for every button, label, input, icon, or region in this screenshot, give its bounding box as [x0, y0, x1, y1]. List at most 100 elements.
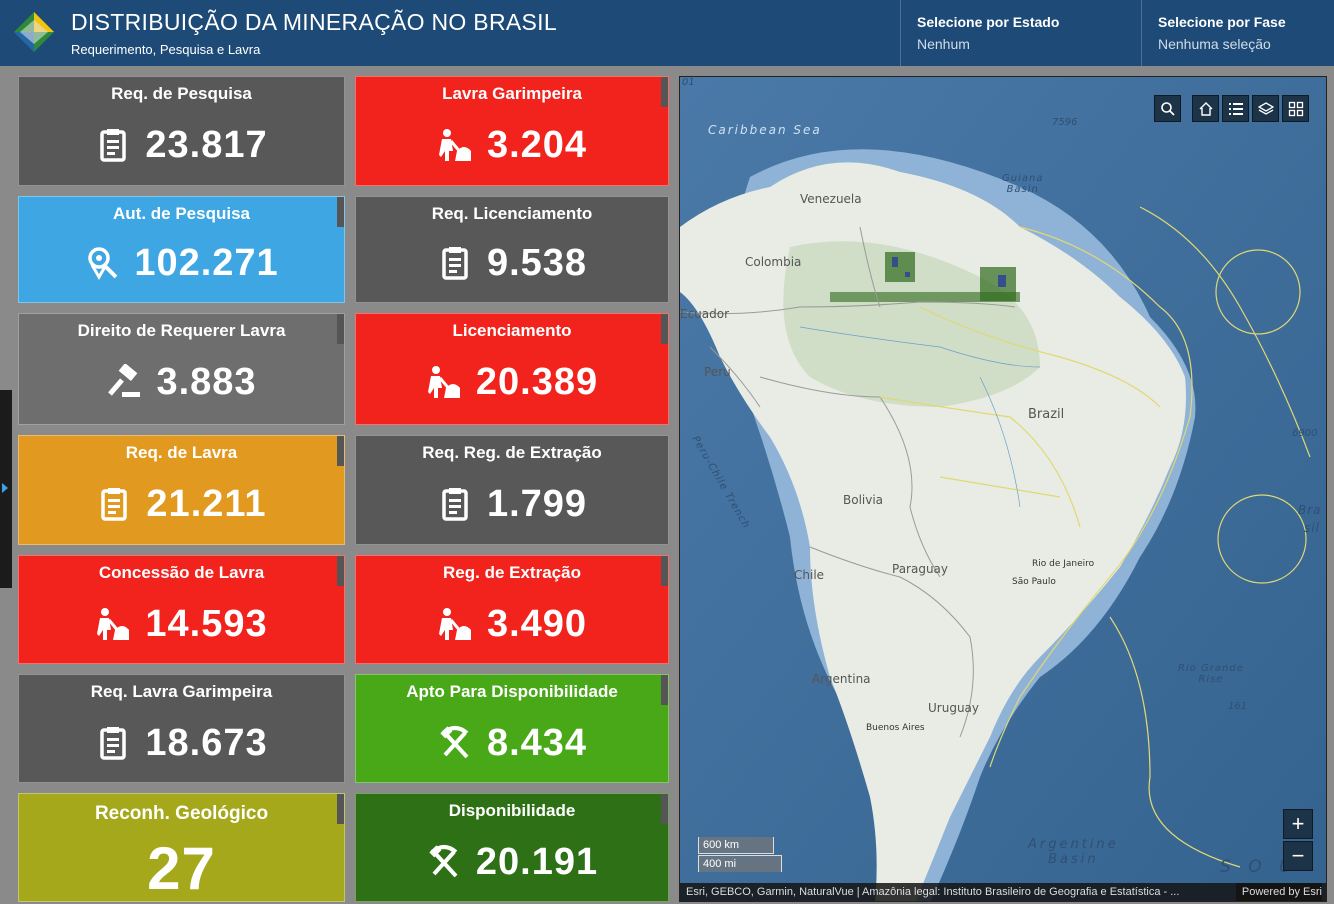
card-licenciamento[interactable]: Licenciamento 20.389: [355, 313, 669, 425]
map-basemap: [680, 77, 1326, 901]
expand-arrow-icon: [2, 483, 8, 493]
zoom-out-button[interactable]: −: [1283, 841, 1313, 871]
map-attribution: Esri, GEBCO, Garmin, NaturalVue | Amazôn…: [680, 883, 1326, 901]
estado-selector-label: Selecione por Estado: [917, 14, 1060, 30]
map-search-button[interactable]: [1154, 95, 1181, 122]
scrollbar[interactable]: [661, 675, 668, 705]
document-icon: [437, 245, 473, 281]
card-req-lavra[interactable]: Req. de Lavra 21.211: [18, 435, 345, 545]
card-disponibilidade[interactable]: Disponibilidade 20.191: [355, 793, 669, 902]
document-icon: [437, 486, 473, 522]
map-home-button[interactable]: [1192, 95, 1219, 122]
card-value: 18.673: [145, 721, 268, 764]
app-header: DISTRIBUIÇÃO DA MINERAÇÃO NO BRASIL Requ…: [0, 0, 1334, 66]
card-title: Reconh. Geológico: [94, 803, 269, 824]
scrollbar[interactable]: [661, 314, 668, 344]
card-title: Direito de Requerer Lavra: [77, 321, 286, 340]
card-value: 20.389: [475, 360, 599, 403]
miner-icon: [437, 127, 473, 163]
card-title: Req. de Lavra: [125, 443, 238, 462]
card-title: Disponibilidade: [448, 801, 576, 820]
card-apto-disponibilidade[interactable]: Apto Para Disponibilidade 8.434: [355, 674, 669, 783]
scrollbar[interactable]: [337, 556, 344, 586]
scrollbar[interactable]: [337, 794, 344, 824]
zoom-in-button[interactable]: +: [1283, 809, 1313, 839]
card-value: 21.211: [146, 482, 267, 525]
map-label-bra: Bra: [1298, 503, 1322, 517]
map-label-depth-161: 161: [1228, 701, 1248, 712]
fase-selector-label: Selecione por Fase: [1158, 14, 1286, 30]
map-label-rio: Rio de Janeiro: [1032, 559, 1095, 569]
gavel-icon: [106, 364, 142, 400]
card-title: Req. Reg. de Extração: [422, 443, 602, 462]
map-label-guiana: Guiana Basin: [1002, 173, 1044, 195]
side-panel-toggle[interactable]: [0, 390, 12, 588]
map-label-argentina: Argentina: [812, 672, 871, 686]
map-label-buenosaires: Buenos Aires: [866, 723, 925, 733]
map-label-depth-01: 01: [682, 77, 695, 88]
card-value: 27: [147, 834, 216, 902]
scrollbar[interactable]: [661, 794, 668, 824]
map-label-venezuela: Venezuela: [800, 192, 862, 206]
map-legend-button[interactable]: [1222, 95, 1249, 122]
document-icon: [95, 725, 131, 761]
card-value: 3.490: [486, 602, 588, 645]
map-label-caribbean: Caribbean Sea: [708, 123, 822, 137]
card-req-licenciamento[interactable]: Req. Licenciamento 9.538: [355, 196, 669, 303]
card-title: Reg. de Extração: [443, 563, 581, 582]
map-label-colombia: Colombia: [745, 255, 802, 269]
estado-selector-value: Nenhum: [917, 36, 970, 52]
map-view[interactable]: Caribbean Sea Guiana Basin Venezuela Col…: [679, 76, 1327, 902]
map-label-south: S O U: [1220, 857, 1298, 877]
map-label-ecuador: Ecuador: [680, 307, 730, 321]
location-search-icon: [84, 245, 120, 281]
card-title: Apto Para Disponibilidade: [406, 682, 618, 701]
scrollbar[interactable]: [661, 77, 668, 107]
map-basemap-gallery-button[interactable]: [1282, 95, 1309, 122]
logo-icon: [10, 8, 58, 58]
card-aut-pesquisa[interactable]: Aut. de Pesquisa 102.271: [18, 196, 345, 303]
card-req-pesquisa[interactable]: Req. de Pesquisa 23.817: [18, 76, 345, 186]
card-req-lavra-garimpeira[interactable]: Req. Lavra Garimpeira 18.673: [18, 674, 345, 783]
card-concessao-lavra[interactable]: Concessão de Lavra 14.593: [18, 555, 345, 664]
pickaxe-hammer-icon: [437, 725, 473, 761]
map-label-depth-7596: 7596: [1052, 117, 1078, 128]
card-direito-requerer-lavra[interactable]: Direito de Requerer Lavra 3.883: [18, 313, 345, 425]
scale-bar-km: 600 km: [698, 837, 774, 854]
card-title: Req. Lavra Garimpeira: [90, 682, 273, 701]
layers-icon: [1257, 101, 1274, 115]
card-value: 8.434: [486, 721, 588, 764]
estado-selector[interactable]: Selecione por Estado Nenhum: [900, 0, 1141, 66]
card-req-reg-extracao[interactable]: Req. Reg. de Extração 1.799: [355, 435, 669, 545]
card-value: 23.817: [145, 123, 268, 166]
scrollbar[interactable]: [337, 197, 344, 227]
map-label-bolivia: Bolivia: [843, 493, 884, 507]
attribution-text: Esri, GEBCO, Garmin, NaturalVue | Amazôn…: [686, 886, 1180, 898]
map-label-riogrande: Rio Grande Rise: [1178, 663, 1244, 685]
miner-icon: [426, 364, 462, 400]
card-value: 20.191: [475, 840, 599, 883]
scrollbar[interactable]: [337, 314, 344, 344]
card-title: Concessão de Lavra: [98, 563, 265, 582]
card-value: 102.271: [134, 241, 279, 284]
powered-by-esri[interactable]: Powered by Esri: [1235, 883, 1322, 901]
home-icon: [1199, 101, 1212, 116]
card-lavra-garimpeira[interactable]: Lavra Garimpeira 3.204: [355, 76, 669, 186]
card-value: 14.593: [145, 602, 268, 645]
scrollbar[interactable]: [661, 556, 668, 586]
scrollbar[interactable]: [337, 436, 344, 466]
search-icon: [1160, 101, 1175, 116]
card-value: 3.204: [486, 123, 588, 166]
map-layers-button[interactable]: [1252, 95, 1279, 122]
card-title: Req. de Pesquisa: [111, 84, 252, 103]
card-title: Aut. de Pesquisa: [113, 204, 250, 223]
map-label-chile: Chile: [794, 568, 825, 582]
pickaxe-hammer-icon: [426, 844, 462, 880]
card-reconh-geologico[interactable]: Reconh. Geológico 27: [18, 793, 345, 902]
page-subtitle: Requerimento, Pesquisa e Lavra: [71, 42, 261, 57]
card-reg-extracao[interactable]: Reg. de Extração 3.490: [355, 555, 669, 664]
map-label-sil: sil: [1304, 521, 1320, 535]
list-icon: [1228, 102, 1243, 115]
fase-selector[interactable]: Selecione por Fase Nenhuma seleção: [1141, 0, 1334, 66]
fase-selector-value: Nenhuma seleção: [1158, 36, 1271, 52]
